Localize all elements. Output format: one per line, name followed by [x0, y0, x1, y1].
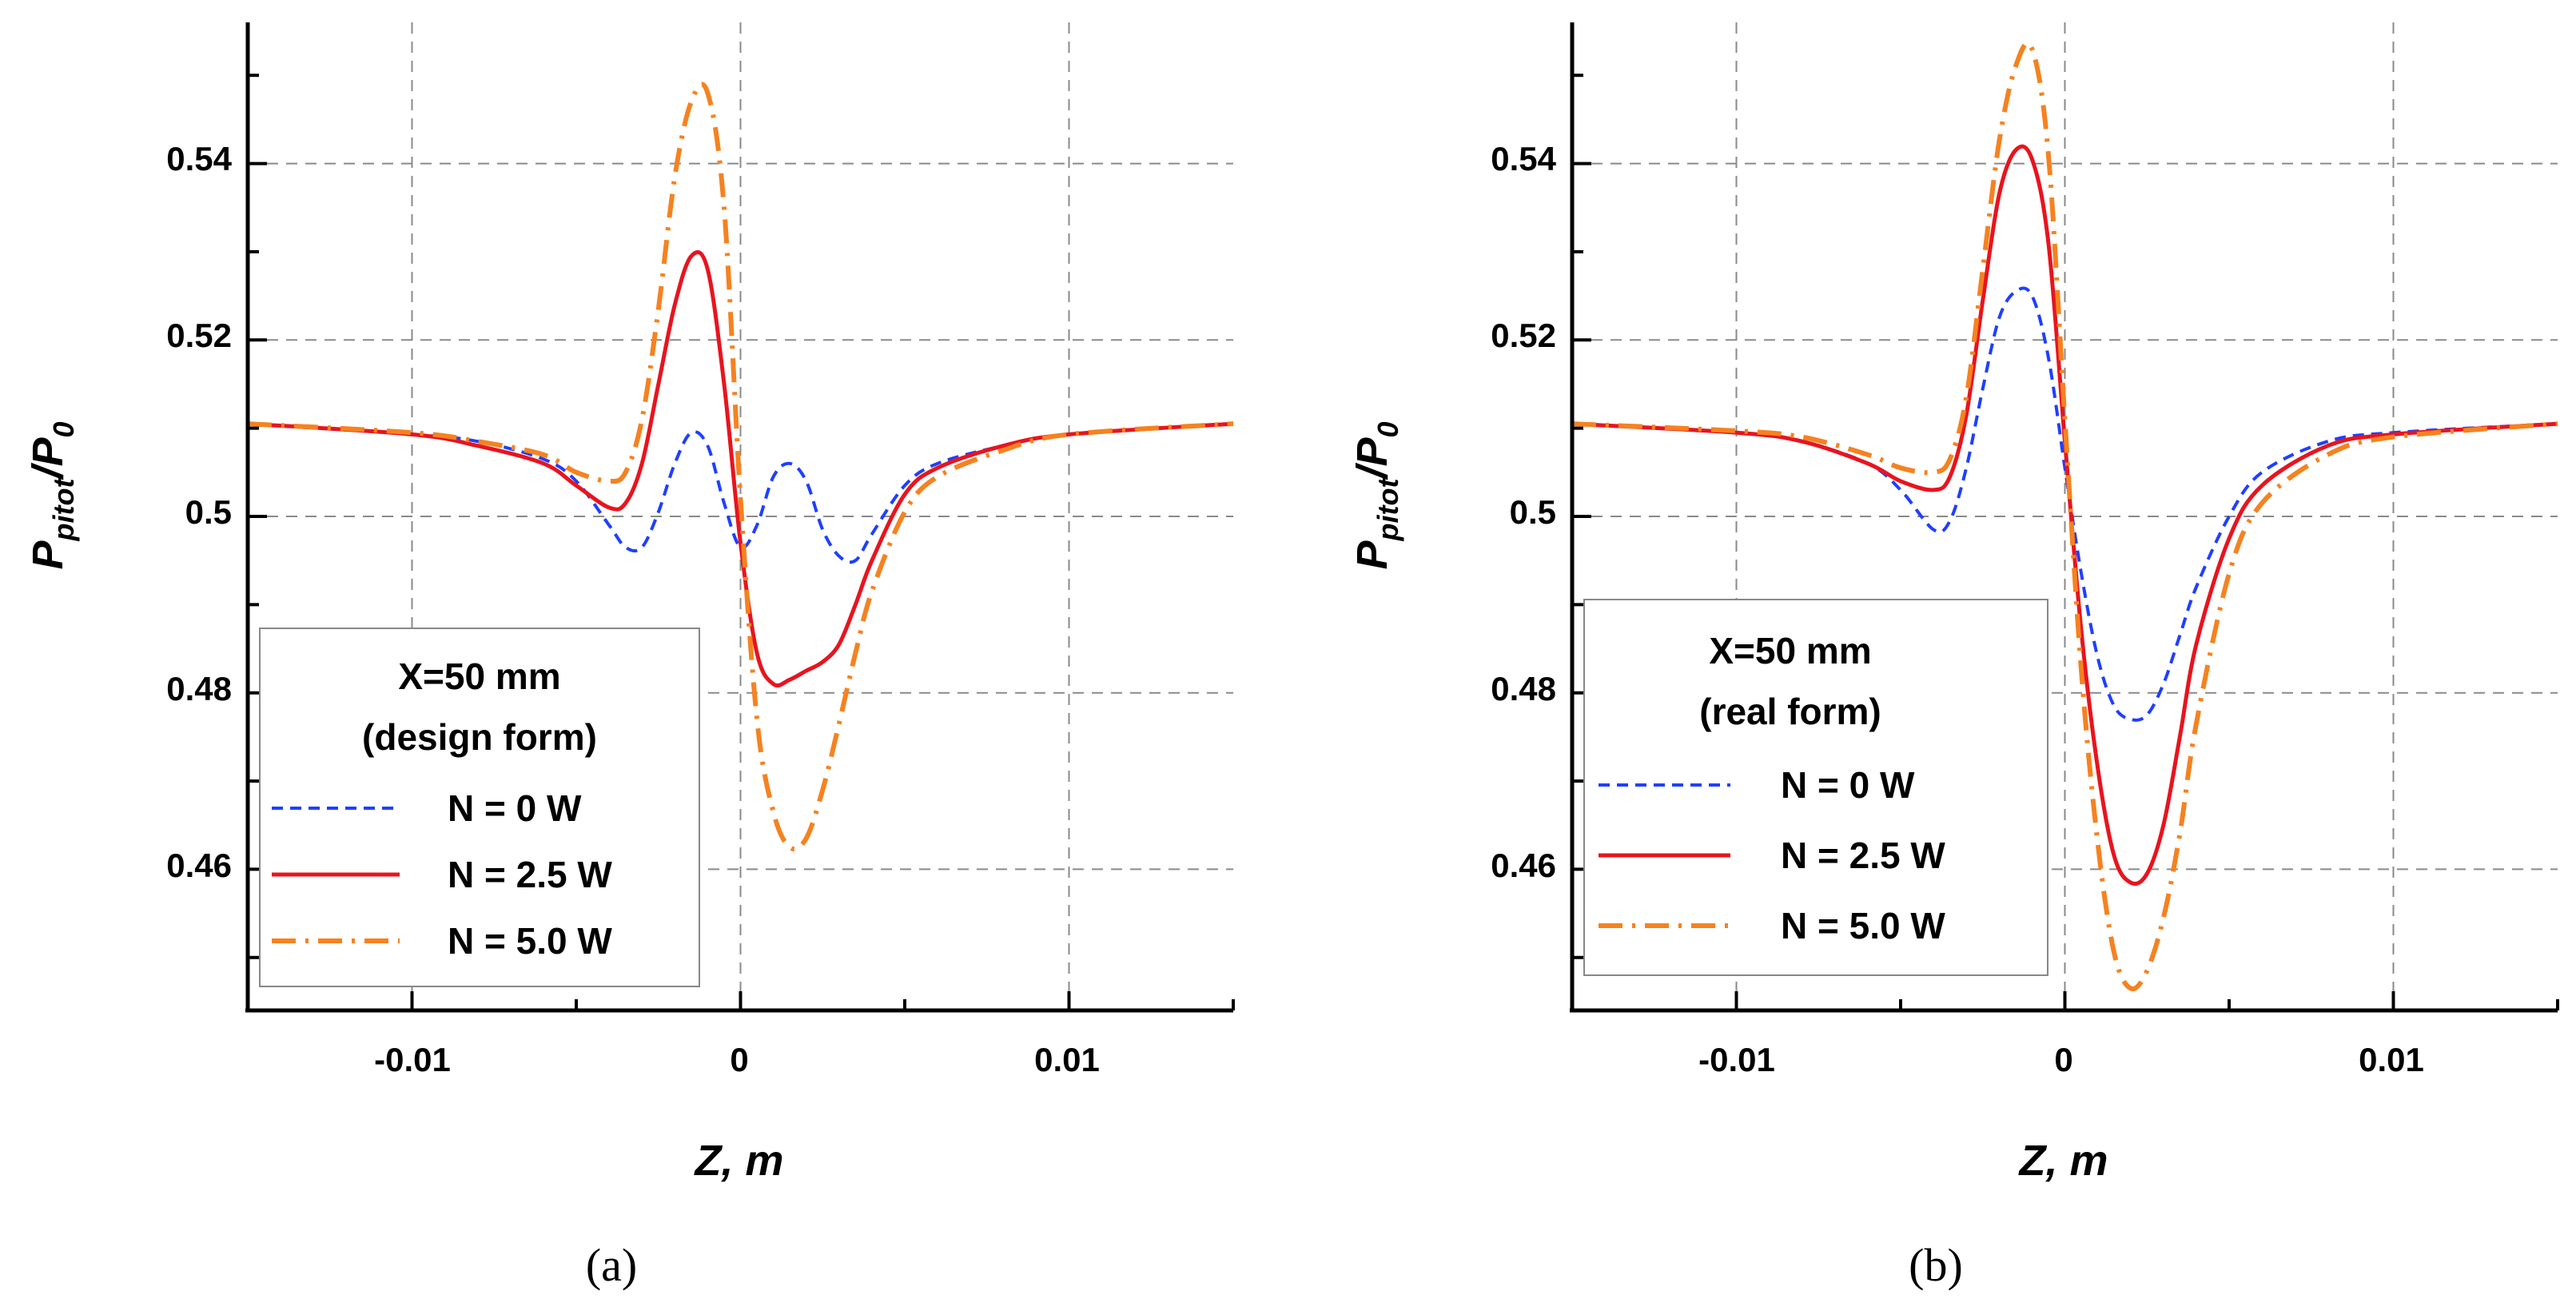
- panel-a-ytick-label: 0.48: [166, 670, 232, 707]
- panel-a-y-label-p: P: [24, 540, 72, 570]
- panel-b-ytick-label: 0.52: [1491, 317, 1556, 354]
- panel-a-y-label-sub-pitot: pitot: [47, 477, 80, 542]
- panel-b-y-axis-label: Ppitot/P0: [1348, 421, 1404, 569]
- panel-a-legend-subtitle: (design form): [362, 716, 597, 758]
- panel-b-y-label-sub-pitot: pitot: [1372, 477, 1404, 542]
- panel-b-legend: X=50 mm (real form) N = 0 W N = 2.5 W N …: [1583, 599, 2048, 976]
- panel-a-series-n5w-line: [247, 82, 1234, 852]
- panel-b-ytick-label: 0.54: [1491, 140, 1556, 177]
- panel-b-legend-label-n0w: N = 0 W: [1781, 764, 1915, 806]
- panel-a-caption: (a): [586, 1239, 637, 1291]
- panel-a-ytick-label: 0.52: [166, 317, 232, 354]
- panel-a-ytick-label: 0.54: [166, 140, 232, 177]
- panel-b-y-label-sub-0: 0: [1372, 421, 1404, 437]
- panel-a-legend-title: X=50 mm: [398, 656, 560, 697]
- panel-a-y-label-slash-p: /P: [24, 437, 72, 480]
- panel-b: 0.54 0.52 0.5 0.48 0.46 -0.01 0 0.01 Z, …: [1348, 22, 2559, 1291]
- panel-b-xtick-label: 0: [2054, 1041, 2072, 1078]
- panel-b-series-n5w-line: [1571, 41, 2558, 992]
- panel-b-ytick-label: 0.5: [1510, 493, 1556, 531]
- panel-b-xtick-label: 0.01: [2359, 1041, 2424, 1078]
- panel-b-legend-label-n5w: N = 5.0 W: [1781, 905, 1945, 946]
- panel-a-xtick-label: -0.01: [374, 1041, 451, 1078]
- panel-b-legend-subtitle: (real form): [1699, 691, 1881, 732]
- panel-a-legend-label-n0w: N = 0 W: [448, 787, 582, 829]
- panel-b-x-axis-label: Z, m: [2017, 1137, 2108, 1185]
- panel-a-xtick-label: 0: [730, 1041, 748, 1078]
- panel-a: 0.54 0.52 0.5 0.48 0.46 -0.01 0 0.01 Z, …: [24, 22, 1235, 1291]
- panel-b-series-n0w-line: [1571, 286, 2558, 722]
- panel-a-y-axis-label: Ppitot/P0: [24, 421, 80, 569]
- panel-a-series-n25w-line: [247, 249, 1234, 688]
- panel-a-plot-area: [247, 82, 1234, 852]
- panel-b-ytick-label: 0.48: [1491, 670, 1556, 707]
- panel-b-ticks: [1571, 74, 2559, 1010]
- panel-a-ytick-label: 0.46: [166, 847, 232, 884]
- panel-b-xtick-label: -0.01: [1698, 1041, 1775, 1078]
- panel-a-ytick-label: 0.5: [185, 493, 232, 531]
- panel-b-y-label-slash-p: /P: [1348, 437, 1396, 480]
- panel-b-ytick-label: 0.46: [1491, 847, 1556, 884]
- panel-b-legend-title: X=50 mm: [1709, 630, 1871, 671]
- panel-b-caption: (b): [1909, 1239, 1963, 1291]
- panel-a-legend: X=50 mm (design form) N = 0 W N = 2.5 W …: [259, 628, 700, 987]
- panel-a-legend-label-n5w: N = 5.0 W: [448, 920, 612, 962]
- panel-b-y-label-p: P: [1348, 540, 1396, 570]
- panel-b-legend-label-n25w: N = 2.5 W: [1781, 835, 1945, 876]
- panel-a-x-axis-label: Z, m: [693, 1137, 783, 1185]
- panel-b-plot-area: [1571, 41, 2558, 992]
- panel-a-legend-label-n25w: N = 2.5 W: [448, 854, 612, 895]
- panel-b-legend-box: [1583, 599, 2048, 976]
- panel-a-xtick-label: 0.01: [1034, 1041, 1100, 1078]
- panel-a-y-label-sub-0: 0: [47, 421, 80, 437]
